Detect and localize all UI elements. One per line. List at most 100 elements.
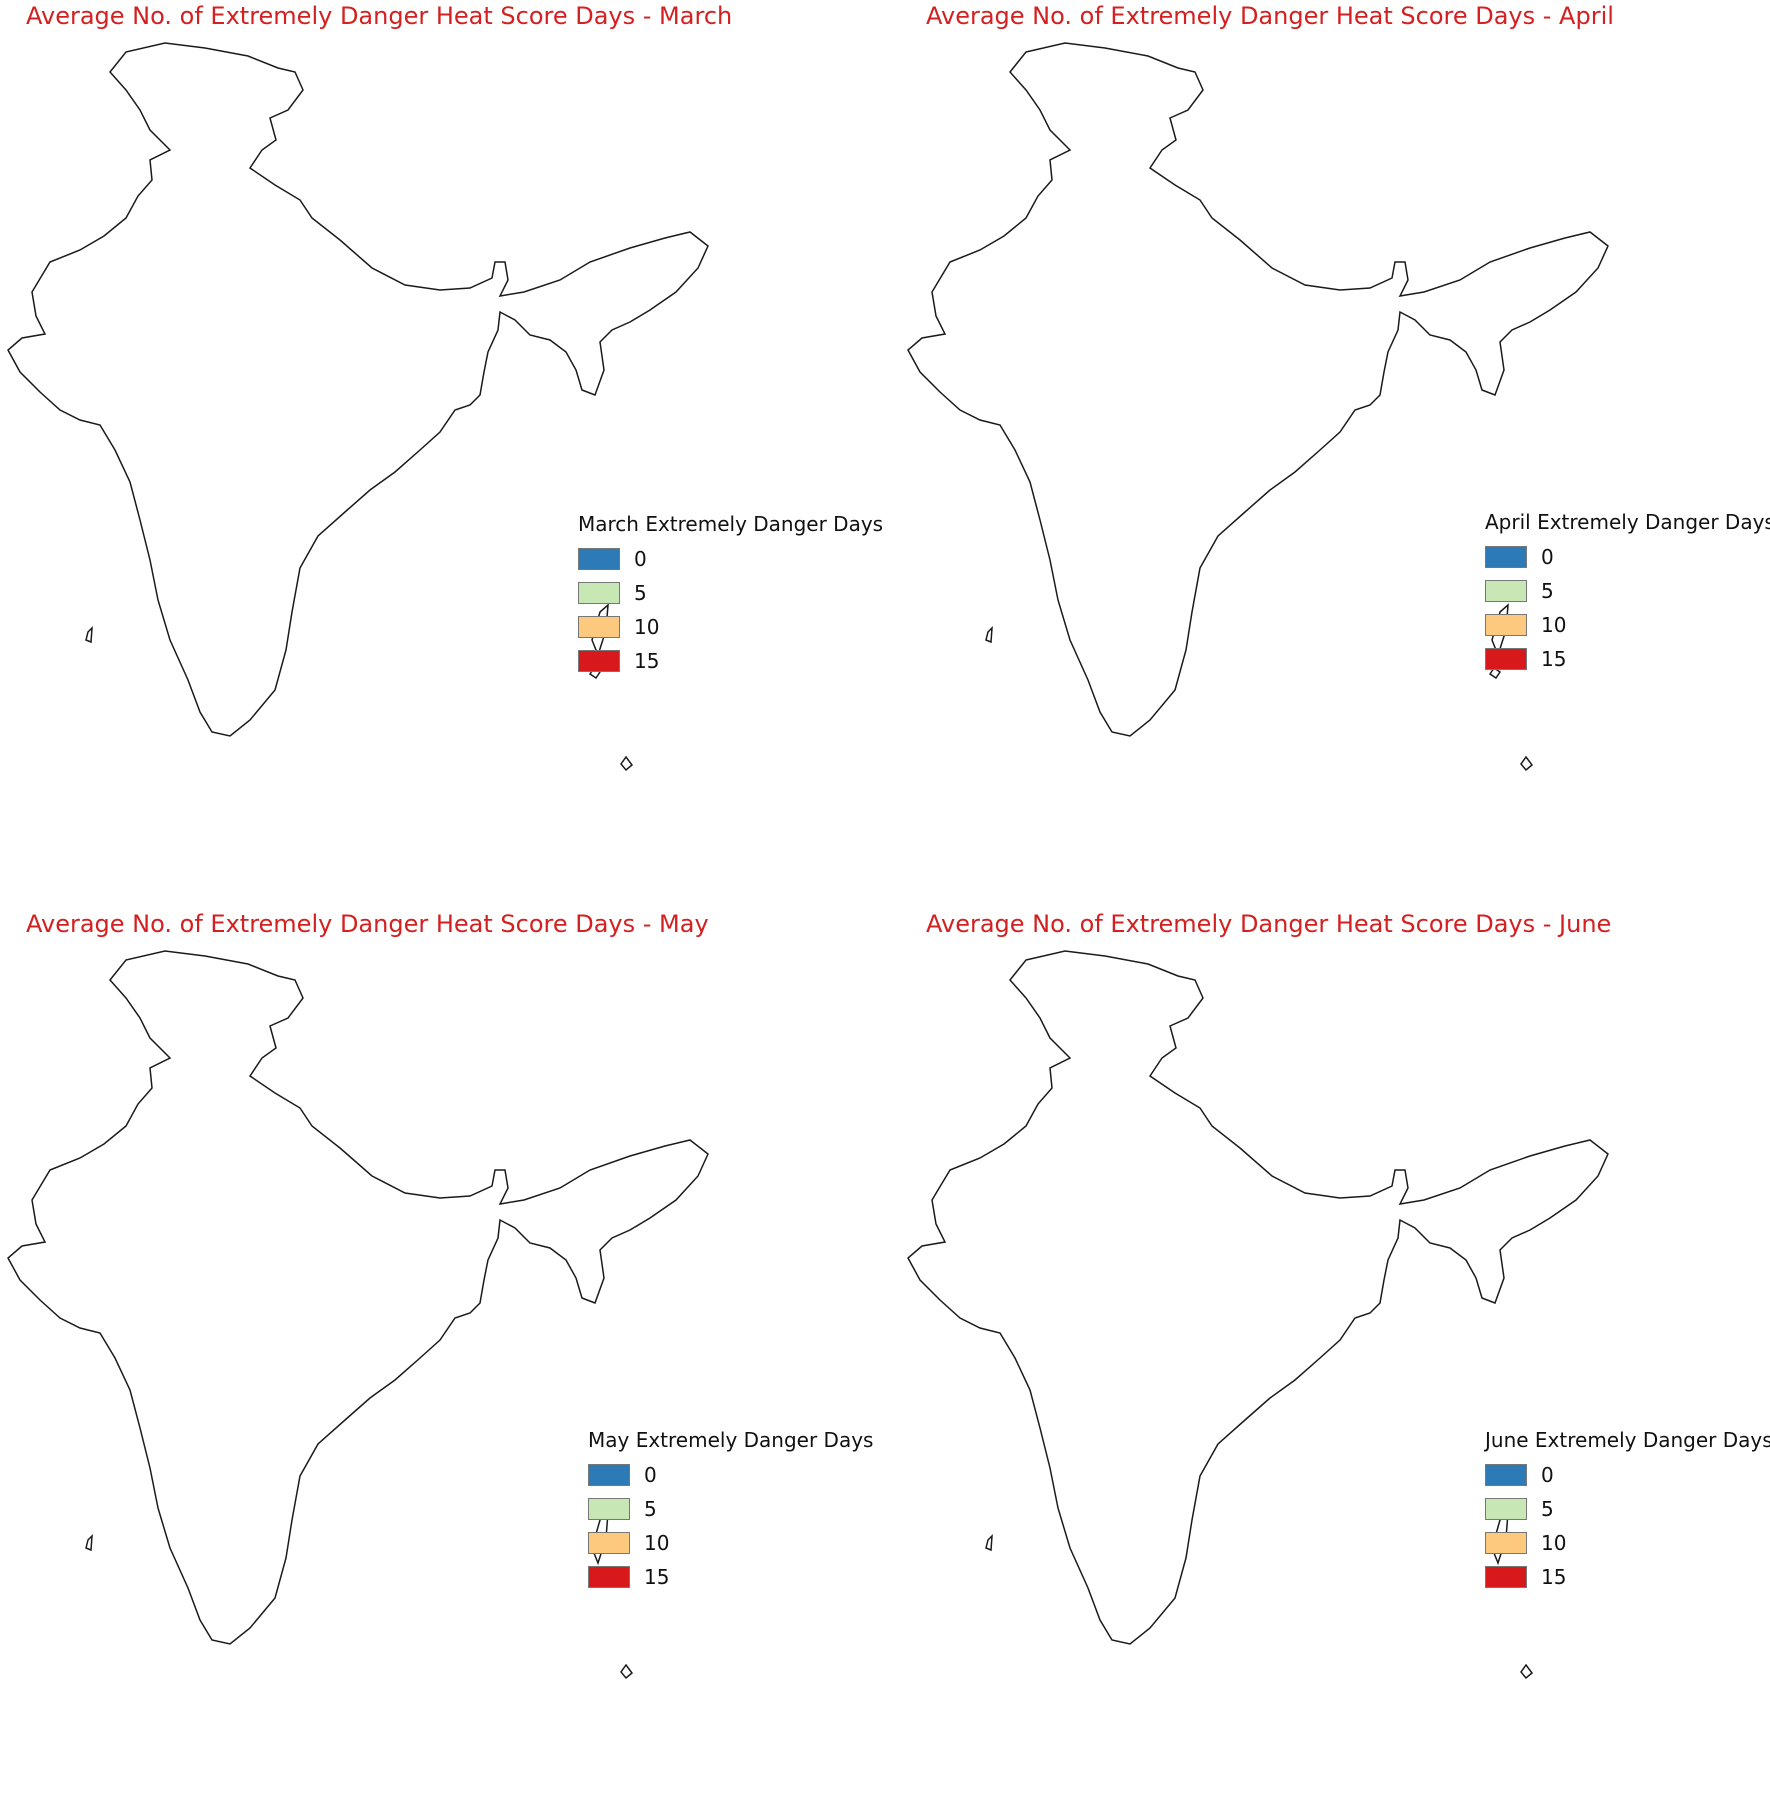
- legend-swatch: [1485, 1498, 1527, 1520]
- district-boundary: [103, 43, 133, 757]
- district-boundary: [499, 951, 529, 1665]
- india-map-may: [0, 908, 885, 1815]
- legend-label: 10: [1541, 613, 1567, 637]
- legend-label: 5: [644, 1497, 657, 1521]
- district-boundary: [8, 1088, 701, 1108]
- legend-item: 5: [1485, 574, 1770, 608]
- legend-swatch: [1485, 614, 1527, 636]
- district-boundary: [908, 1176, 1601, 1200]
- district-boundary: [1150, 43, 1177, 757]
- district-boundary: [908, 1296, 1601, 1320]
- hotspot-gujarat: [982, 1103, 1048, 1169]
- legend-item: 10: [588, 1526, 873, 1560]
- district-boundary: [428, 43, 456, 757]
- district-boundary: [501, 43, 529, 757]
- district-boundary: [908, 1117, 1601, 1140]
- legend-item: 0: [1485, 1458, 1770, 1492]
- district-boundary: [33, 43, 61, 757]
- district-boundary: [8, 88, 701, 112]
- hotspot-deccan: [1079, 1275, 1145, 1341]
- hotspot-northeast: [1448, 313, 1502, 367]
- district-boundary: [8, 689, 701, 712]
- district-boundary: [967, 951, 994, 1665]
- legend-swatch: [578, 616, 620, 638]
- district-boundary: [8, 209, 701, 231]
- district-boundary: [140, 951, 167, 1665]
- legend-title: April Extremely Danger Days: [1485, 510, 1770, 534]
- district-boundary: [1219, 951, 1249, 1665]
- district-boundary: [1111, 951, 1138, 1665]
- legend-item: 15: [1485, 1560, 1770, 1594]
- district-boundary: [8, 418, 701, 442]
- district-boundary: [8, 951, 701, 960]
- hotspot-kashmir: [110, 983, 180, 1053]
- legend-swatch: [578, 548, 620, 570]
- hotspot-northeast: [1447, 1220, 1503, 1276]
- legend-swatch: [588, 1566, 630, 1588]
- district-boundary: [8, 1597, 701, 1619]
- district-boundary: [1075, 951, 1105, 1665]
- hotspot-east: [1262, 1230, 1308, 1276]
- district-boundary: [140, 43, 167, 757]
- legend-item: 15: [578, 644, 883, 678]
- district-boundary: [908, 328, 1601, 352]
- legend-swatch: [1485, 1532, 1527, 1554]
- district-boundary: [908, 966, 1601, 990]
- district-boundary: [908, 1027, 1601, 1048]
- legend-label: 0: [644, 1463, 657, 1487]
- district-boundary: [908, 996, 1601, 1020]
- hotspot-east: [362, 1230, 408, 1276]
- district-boundary: [8, 388, 701, 412]
- district-boundary: [908, 43, 1601, 52]
- district-boundary: [1435, 951, 1465, 1665]
- legend-item: 0: [1485, 540, 1770, 574]
- legend-title: June Extremely Danger Days: [1485, 1428, 1770, 1452]
- district-boundary: [967, 43, 997, 757]
- district-boundary: [8, 1356, 701, 1379]
- district-boundary: [67, 43, 97, 757]
- map-title: Average No. of Extremely Danger Heat Sco…: [26, 2, 733, 30]
- district-boundary: [908, 178, 1601, 202]
- legend-item: 10: [1485, 1526, 1770, 1560]
- legend-item: 15: [588, 1560, 873, 1594]
- legend-swatch: [1485, 546, 1527, 568]
- district-boundary: [8, 1056, 701, 1080]
- legend-swatch: [1485, 1566, 1527, 1588]
- hotspot-northwest: [118, 198, 152, 232]
- district-boundary: [8, 299, 701, 321]
- district-boundary: [8, 479, 701, 501]
- legend-item: 0: [588, 1458, 873, 1492]
- district-boundary: [908, 478, 1601, 501]
- district-boundary: [1005, 951, 1033, 1665]
- district-boundary: [908, 1597, 1601, 1619]
- district-boundary: [1399, 43, 1428, 757]
- district-boundary: [8, 1027, 701, 1050]
- district-boundary: [1294, 43, 1321, 757]
- district-boundary: [908, 240, 1601, 261]
- district-boundary: [1327, 43, 1356, 757]
- district-boundary: [8, 268, 701, 291]
- district-boundary: [104, 951, 132, 1665]
- legend-swatch: [1485, 1464, 1527, 1486]
- district-boundary: [1039, 951, 1068, 1665]
- legend-swatch: [588, 1532, 630, 1554]
- legend-swatch: [1485, 648, 1527, 670]
- district-boundary: [908, 1326, 1601, 1350]
- district-boundary: [536, 951, 562, 1665]
- district-boundary: [319, 951, 348, 1665]
- legend-label: 15: [644, 1565, 670, 1589]
- district-boundary: [1184, 43, 1213, 757]
- district-boundary: [463, 951, 492, 1665]
- district-boundary: [392, 951, 420, 1665]
- map-panel-june: Average No. of Extremely Danger Heat Sco…: [900, 908, 1770, 1815]
- legend-label: 10: [1541, 1531, 1567, 1555]
- district-boundary: [908, 1056, 1601, 1079]
- district-boundary: [319, 43, 348, 757]
- legend-title: March Extremely Danger Days: [578, 512, 884, 536]
- district-boundary: [908, 1086, 1601, 1109]
- district-boundary: [908, 118, 1601, 142]
- district-boundary: [8, 358, 701, 382]
- district-boundary: [908, 419, 1601, 441]
- hotspot-east: [366, 326, 404, 364]
- district-boundary: [8, 996, 701, 1020]
